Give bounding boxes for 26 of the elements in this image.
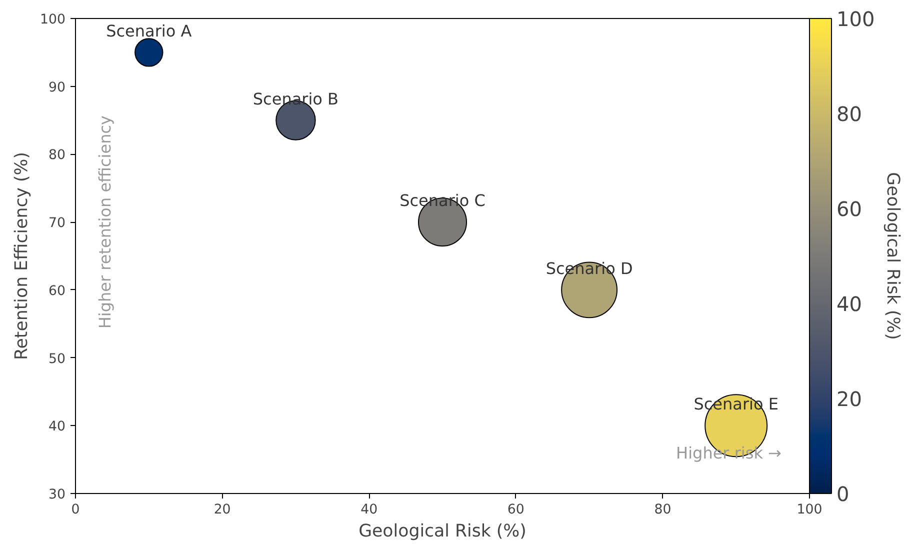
color-bar-label: 40	[836, 292, 862, 316]
y-tick-label: 80	[48, 148, 66, 164]
x-tick-label: 80	[654, 502, 672, 518]
x-tick-label: 20	[214, 502, 231, 518]
y-tick-label: 50	[48, 352, 66, 367]
y-tick-label: 30	[48, 488, 66, 502]
annotation: Higher retention efficiency	[95, 115, 114, 329]
color-bar-label: 60	[836, 197, 862, 221]
y-tick-label: 60	[48, 284, 66, 299]
x-tick-label: 0	[71, 502, 80, 518]
color-bar-label: 80	[836, 102, 862, 126]
y-tick-label: 90	[48, 80, 66, 96]
annotation: Scenario B	[252, 89, 339, 108]
x-tick-label: 40	[360, 502, 378, 518]
color-bar-label: 20	[836, 387, 862, 411]
y-tick-label: 100	[40, 12, 66, 28]
color-bar-title: Geological Risk (%)	[882, 172, 902, 340]
annotation: Scenario A	[106, 21, 192, 40]
annotation: Higher risk →	[676, 443, 782, 462]
y-tick-label: 70	[48, 216, 66, 232]
y-axis-title: Retention Efficiency (%)	[12, 152, 32, 360]
x-tick-label: 100	[796, 502, 822, 518]
x-tick-label: 60	[507, 502, 524, 518]
y-tick-label: 40	[48, 420, 66, 435]
x-axis-title: Geological Risk (%)	[358, 522, 526, 542]
color-bar-label: 100	[836, 7, 875, 31]
